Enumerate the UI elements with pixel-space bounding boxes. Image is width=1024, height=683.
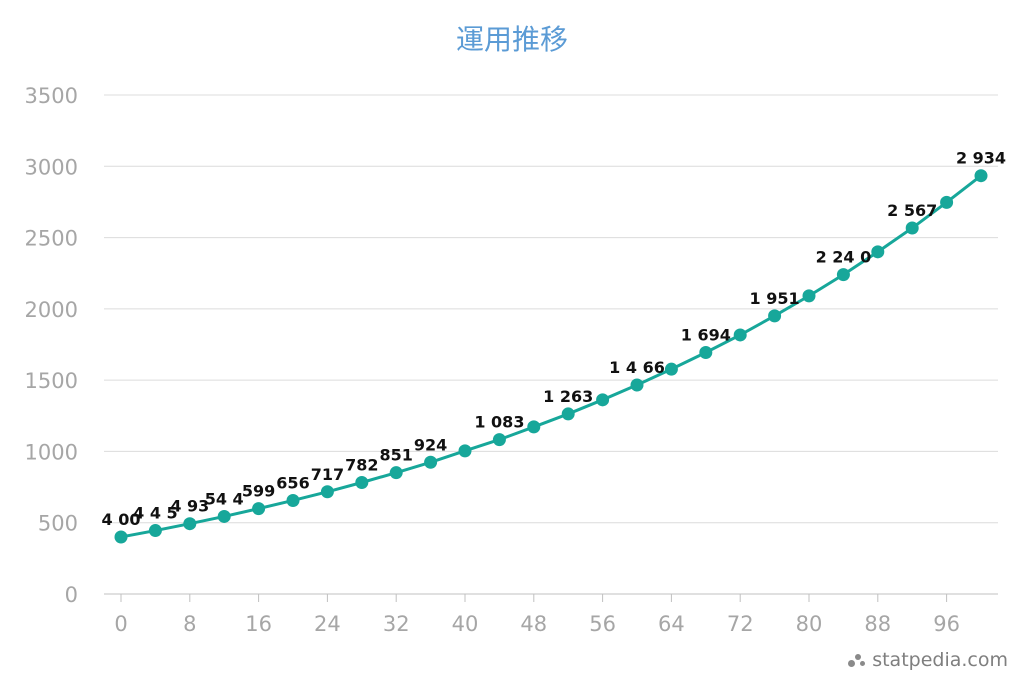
data-point bbox=[527, 420, 541, 434]
data-point bbox=[768, 309, 782, 323]
data-point bbox=[217, 509, 231, 523]
y-tick-label: 0 bbox=[65, 583, 78, 607]
y-tick-label: 500 bbox=[38, 512, 78, 536]
chart-title: 運用推移 bbox=[455, 23, 568, 56]
data-label: 1 083 bbox=[474, 413, 524, 432]
data-point bbox=[836, 268, 850, 282]
data-point bbox=[733, 328, 747, 342]
x-tick-label: 0 bbox=[114, 612, 127, 636]
data-label: 4 4 5 bbox=[133, 504, 178, 523]
data-label: 782 bbox=[345, 456, 378, 475]
data-point bbox=[492, 433, 506, 447]
data-point bbox=[458, 444, 472, 458]
data-point bbox=[286, 493, 300, 507]
data-point bbox=[974, 169, 988, 183]
data-label: 1 694 bbox=[681, 325, 731, 344]
data-label: 851 bbox=[379, 446, 412, 465]
y-tick-label: 3000 bbox=[25, 155, 78, 179]
data-point bbox=[355, 476, 369, 490]
watermark: statpedia.com bbox=[848, 649, 1008, 671]
x-tick-label: 88 bbox=[864, 612, 891, 636]
data-label: 2 24 0 bbox=[816, 248, 872, 267]
x-tick-label: 48 bbox=[520, 612, 547, 636]
x-tick-label: 8 bbox=[183, 612, 196, 636]
data-label: 656 bbox=[276, 473, 309, 492]
data-label: 2 567 bbox=[887, 201, 937, 220]
data-point bbox=[699, 345, 713, 359]
data-point bbox=[561, 407, 575, 421]
x-tick-label: 40 bbox=[452, 612, 479, 636]
y-tick-label: 1500 bbox=[25, 369, 78, 393]
data-label: 4 00 bbox=[102, 510, 141, 529]
data-label: 1 4 66 bbox=[609, 358, 665, 377]
data-point bbox=[802, 289, 816, 303]
data-point bbox=[630, 378, 644, 392]
data-label: 54 4 bbox=[205, 489, 244, 508]
data-point bbox=[148, 524, 162, 538]
data-point bbox=[664, 362, 678, 376]
y-tick-label: 2000 bbox=[25, 298, 78, 322]
statpedia-logo-icon bbox=[848, 652, 866, 668]
data-point bbox=[871, 245, 885, 259]
x-tick-label: 56 bbox=[589, 612, 616, 636]
data-label: 924 bbox=[414, 435, 447, 454]
x-tick-label: 64 bbox=[658, 612, 685, 636]
y-tick-label: 3500 bbox=[25, 84, 78, 108]
x-tick-label: 96 bbox=[933, 612, 960, 636]
data-label: 717 bbox=[311, 465, 344, 484]
data-point bbox=[252, 502, 266, 516]
data-point bbox=[389, 466, 403, 480]
data-label: 4 93 bbox=[170, 497, 209, 516]
x-tick-label: 24 bbox=[314, 612, 341, 636]
data-point bbox=[905, 221, 919, 235]
data-point bbox=[320, 485, 334, 499]
data-point bbox=[940, 195, 954, 209]
x-tick-label: 72 bbox=[727, 612, 754, 636]
data-point bbox=[114, 530, 128, 544]
data-label: 1 263 bbox=[543, 387, 593, 406]
data-label: 1 951 bbox=[750, 289, 800, 308]
data-label: 599 bbox=[242, 482, 275, 501]
data-point bbox=[596, 393, 610, 407]
x-tick-label: 32 bbox=[383, 612, 410, 636]
data-point bbox=[183, 517, 197, 531]
y-tick-label: 2500 bbox=[25, 227, 78, 251]
data-label: 2 934 bbox=[956, 149, 1006, 168]
y-tick-label: 1000 bbox=[25, 440, 78, 464]
x-tick-label: 16 bbox=[245, 612, 272, 636]
data-point bbox=[424, 455, 438, 469]
watermark-text: statpedia.com bbox=[872, 649, 1008, 671]
x-tick-label: 80 bbox=[796, 612, 823, 636]
